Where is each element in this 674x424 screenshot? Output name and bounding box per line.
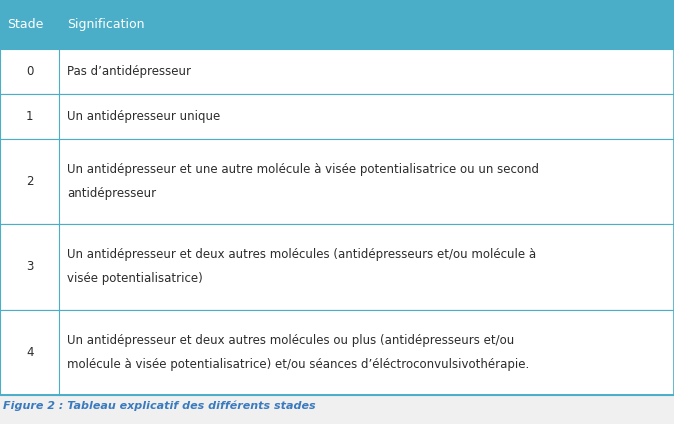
Text: 1: 1 — [26, 110, 34, 123]
Text: 3: 3 — [26, 260, 33, 273]
Bar — [0, 139, 674, 224]
Text: Un antidépresseur unique: Un antidépresseur unique — [67, 110, 220, 123]
Bar — [0, 310, 674, 395]
Bar — [0, 49, 674, 94]
Text: Un antidépresseur et deux autres molécules ou plus (antidépresseurs et/ou: Un antidépresseur et deux autres molécul… — [67, 334, 515, 347]
Text: 4: 4 — [26, 346, 34, 359]
Text: Un antidépresseur et une autre molécule à visée potentialisatrice ou un second: Un antidépresseur et une autre molécule … — [67, 163, 539, 176]
Bar — [0, 224, 674, 310]
Text: Un antidépresseur et deux autres molécules (antidépresseurs et/ou molécule à: Un antidépresseur et deux autres molécul… — [67, 248, 537, 262]
Text: Figure 2 : Tableau explicatif des différents stades: Figure 2 : Tableau explicatif des différ… — [3, 400, 316, 411]
Text: 0: 0 — [26, 65, 33, 78]
Text: antidépresseur: antidépresseur — [67, 187, 156, 200]
Bar — [0, 94, 674, 139]
Text: molécule à visée potentialisatrice) et/ou séances d’éléctroconvulsivothérapie.: molécule à visée potentialisatrice) et/o… — [67, 358, 530, 371]
Text: visée potentialisatrice): visée potentialisatrice) — [67, 272, 203, 285]
Text: Pas d’antidépresseur: Pas d’antidépresseur — [67, 65, 191, 78]
Text: Signification: Signification — [67, 18, 145, 31]
Text: Stade: Stade — [7, 18, 44, 31]
Bar — [0, 0, 674, 49]
Text: 2: 2 — [26, 175, 34, 188]
